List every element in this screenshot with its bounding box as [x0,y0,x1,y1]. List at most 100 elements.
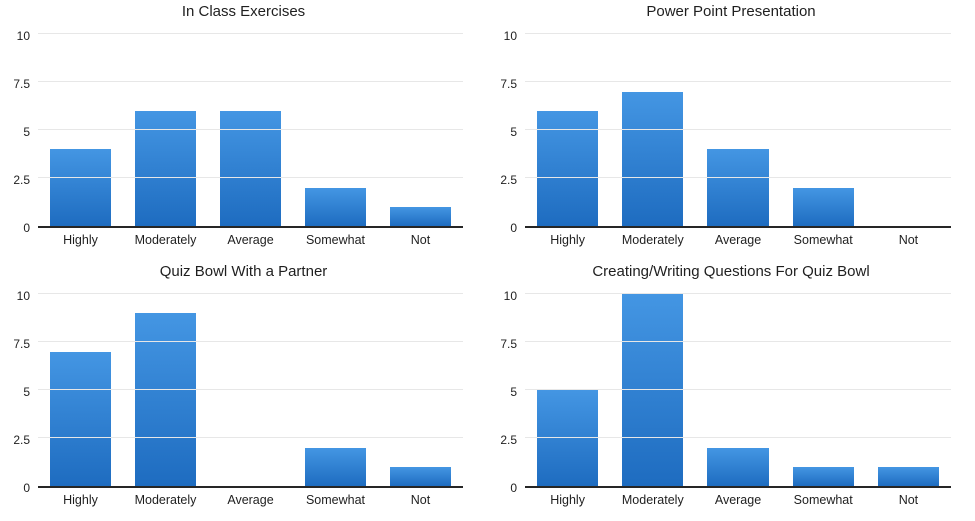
bars [38,296,463,486]
gridline [525,33,951,34]
y-axis-tick-label: 7.5 [500,77,517,91]
gridline [525,177,951,178]
x-axis-label: Not [898,493,919,507]
bar [536,390,599,486]
plot-area: 0 2.5 5 7.5 10 [500,29,951,235]
bar [49,149,112,226]
chart-title: Creating/Writing Questions For Quiz Bowl [592,263,870,280]
y-axis-tick-label: 5 [510,125,517,139]
bar-slot [378,296,463,486]
x-axis-label: Not [410,233,431,247]
bar [389,466,452,486]
bar [622,91,684,226]
bars [525,294,951,486]
bar [134,110,197,226]
y-axis: 0 2.5 5 7.5 10 [0,29,30,235]
bar-slot [695,296,780,486]
x-axis-label: Highly [550,233,585,247]
x-axis: Highly Moderately Average Somewhat Not [38,493,463,508]
bar-slot [610,294,695,486]
x-axis-label: Moderately [134,233,197,247]
bar [219,110,282,226]
x-axis: Highly Moderately Average Somewhat Not [525,493,951,508]
bar-slot [38,296,123,486]
bar-slot [378,36,463,226]
y-axis-tick-label: 0 [510,481,517,495]
y-axis-tick-label: 2.5 [13,433,30,447]
bar-slot [293,296,378,486]
x-axis-label: Moderately [621,233,684,247]
chart-in-class-exercises: In Class Exercises 0 2.5 5 7.5 10 Highly Mode… [0,0,487,260]
bar-slot [866,36,951,226]
x-axis-label: Moderately [621,493,684,507]
bar-slot [123,296,208,486]
y-axis: 0 2.5 5 7.5 10 [0,289,30,495]
y-axis-tick-label: 10 [16,29,30,43]
chart-power-point-presentation: Power Point Presentation 0 2.5 5 7.5 10 High… [487,0,975,260]
chart-quiz-bowl-with-a-partner: Quiz Bowl With a Partner 0 2.5 5 7.5 10 High… [0,260,487,521]
bar [536,110,599,226]
bar-slot [866,296,951,486]
y-axis-tick-label: 7.5 [13,337,30,351]
gridline [38,33,463,34]
gridline [38,129,463,130]
bar-slot [525,36,610,226]
chart-title: In Class Exercises [181,3,306,20]
bar [792,187,854,226]
bar-slot [38,36,123,226]
x-axis-label: Average [227,233,274,247]
plot [38,33,463,228]
bar-slot [293,36,378,226]
x-axis-label: Average [714,493,762,507]
x-axis-label: Average [227,493,274,507]
gridline [525,293,951,294]
plot [38,293,463,488]
gridline [38,341,463,342]
bar-slot [695,36,780,226]
chart-title: Quiz Bowl With a Partner [159,263,328,280]
y-axis-tick-label: 0 [23,481,30,495]
bar [877,466,940,486]
gridline [525,129,951,130]
x-axis-label: Highly [63,493,98,507]
y-axis-tick-label: 2.5 [13,173,30,187]
bar [707,149,769,226]
x-axis-label: Moderately [134,493,197,507]
x-axis-label: Somewhat [305,493,366,507]
plot [525,33,951,228]
x-axis-label: Somewhat [793,233,853,247]
x-axis-label: Not [898,233,919,247]
y-axis-tick-label: 5 [510,385,517,399]
gridline [525,81,951,82]
bar [304,187,367,226]
x-axis-label: Not [410,493,431,507]
bar [792,466,854,486]
bars [525,36,951,226]
y-axis-tick-label: 5 [23,385,30,399]
bar [389,206,452,226]
bar-slot [781,36,866,226]
bar-slot [208,36,293,226]
chart-creating-writing-questions: Creating/Writing Questions For Quiz Bowl… [487,260,975,521]
y-axis-tick-label: 10 [16,289,30,303]
y-axis-tick-label: 10 [503,289,517,303]
y-axis-tick-label: 0 [23,221,30,235]
plot-area: 0 2.5 5 7.5 10 [500,289,951,495]
bar [622,294,684,486]
y-axis: 0 2.5 5 7.5 10 [487,289,517,495]
gridline [525,389,951,390]
bar [707,447,769,486]
bar-slot [208,296,293,486]
x-axis-label: Highly [550,493,585,507]
x-axis-label: Average [714,233,762,247]
y-axis: 0 2.5 5 7.5 10 [487,29,517,235]
y-axis-tick-label: 5 [23,125,30,139]
y-axis-tick-label: 7.5 [13,77,30,91]
x-axis-label: Somewhat [793,493,853,507]
y-axis-tick-label: 2.5 [500,173,517,187]
gridline [525,341,951,342]
gridline [38,389,463,390]
plot-area: 0 2.5 5 7.5 10 [13,289,463,495]
y-axis-tick-label: 0 [510,221,517,235]
